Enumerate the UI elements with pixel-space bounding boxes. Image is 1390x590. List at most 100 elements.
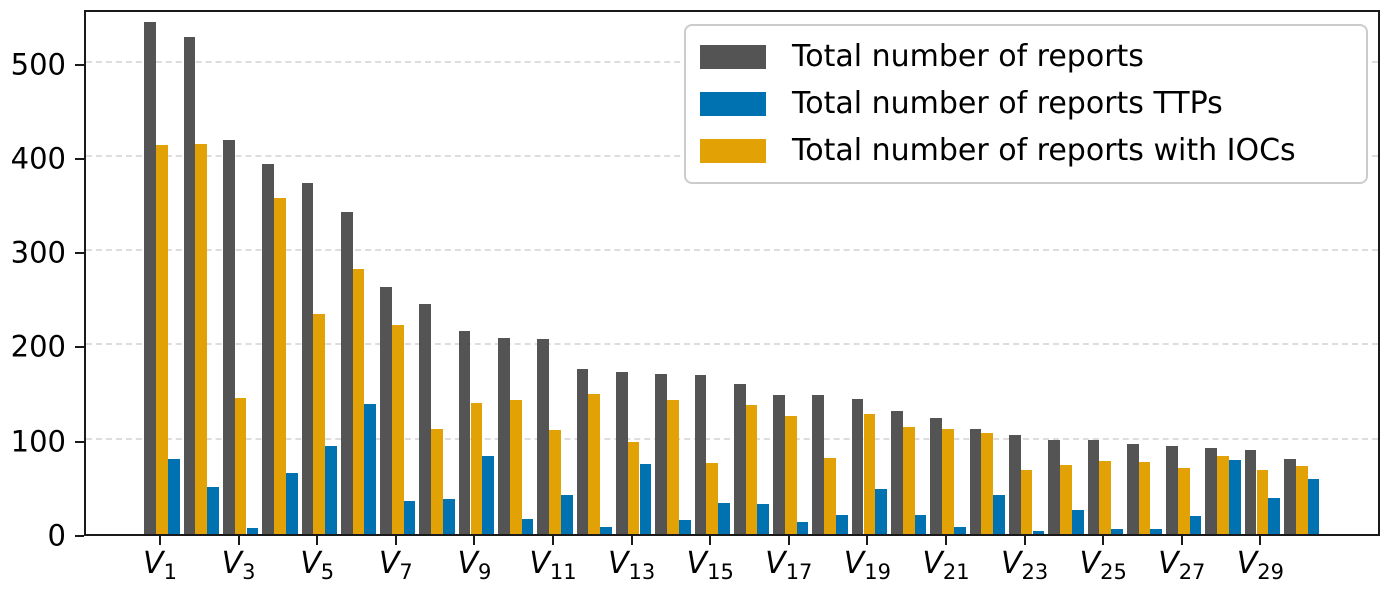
- bar-V_17-series0: [773, 394, 785, 534]
- bar-V_4-series0: [262, 163, 274, 534]
- bar-V_8-series2: [431, 429, 443, 534]
- bar-V_8-series0: [419, 304, 432, 534]
- x-tick-V_9: [473, 536, 476, 545]
- x-tick-label-V_1: V1: [143, 546, 177, 584]
- bar-V_4-series2: [274, 198, 286, 534]
- y-tick-label-500: 500: [10, 47, 66, 82]
- bar-V_17-series1: [796, 521, 809, 534]
- x-tick-V_17: [787, 536, 790, 545]
- legend-item-ttps: Total number of reports TTPs: [700, 85, 1352, 121]
- bar-V_11-series0: [537, 338, 550, 534]
- x-tick-V_7: [394, 536, 397, 545]
- bar-V_26-series1: [1150, 529, 1163, 534]
- x-tick-V_15: [709, 536, 712, 545]
- bar-V_30-series2: [1295, 466, 1308, 534]
- bar-V_3-series0: [222, 139, 235, 534]
- bar-V_27-series2: [1177, 468, 1190, 534]
- x-tick-label-V_9: V9: [457, 546, 492, 584]
- legend-swatch-iocs: [700, 138, 766, 163]
- bar-V_26-series2: [1138, 462, 1151, 534]
- x-tick-label-V_21: V21: [922, 546, 970, 584]
- bar-V_19-series2: [863, 414, 876, 534]
- bar-V_26-series0: [1126, 444, 1139, 534]
- x-tick-V_21: [945, 536, 947, 545]
- bar-V_13-series0: [615, 371, 628, 534]
- bar-V_14-series0: [655, 373, 667, 534]
- bar-V_19-series1: [875, 488, 888, 534]
- bar-V_27-series1: [1189, 516, 1202, 534]
- x-tick-V_5: [316, 536, 319, 545]
- bar-V_13-series1: [639, 464, 652, 534]
- bar-V_5-series1: [325, 446, 337, 534]
- y-tick-label-100: 100: [10, 424, 66, 459]
- x-tick-label-V_23: V23: [1000, 546, 1049, 584]
- x-tick-label-V_11: V11: [529, 546, 577, 584]
- bar-V_15-series0: [694, 374, 707, 534]
- bar-V_25-series0: [1087, 439, 1100, 534]
- x-tick-V_23: [1023, 536, 1026, 545]
- bar-V_8-series1: [443, 499, 455, 534]
- bar-V_28-series2: [1217, 455, 1229, 534]
- bar-V_5-series2: [313, 314, 326, 534]
- legend-label-ttps: Total number of reports TTPs: [792, 85, 1223, 121]
- bar-V_29-series2: [1256, 469, 1269, 534]
- bar-V_17-series2: [784, 416, 797, 534]
- bar-V_1-series0: [144, 22, 157, 534]
- bar-V_13-series2: [627, 441, 640, 534]
- bar-V_29-series0: [1244, 450, 1257, 534]
- y-tick-500: [75, 63, 84, 66]
- bar-V_12-series1: [600, 527, 612, 534]
- y-tick-label-200: 200: [10, 329, 66, 364]
- bar-V_14-series1: [678, 519, 691, 534]
- bar-V_18-series1: [836, 515, 848, 534]
- y-tick-300: [75, 252, 84, 255]
- bar-V_18-series0: [812, 395, 825, 534]
- bar-V_28-series0: [1205, 448, 1218, 534]
- y-tick-100: [75, 440, 84, 443]
- y-tick-400: [75, 157, 84, 160]
- bar-V_28-series1: [1229, 460, 1241, 534]
- bar-V_16-series1: [757, 503, 770, 534]
- bar-V_7-series0: [380, 287, 392, 534]
- legend-item-reports: Total number of reports: [700, 40, 1352, 74]
- bar-V_6-series0: [340, 211, 353, 534]
- legend-item-iocs: Total number of reports with IOCs: [700, 133, 1352, 168]
- bar-V_23-series2: [1020, 469, 1033, 534]
- bar-V_24-series0: [1048, 439, 1060, 534]
- bar-V_7-series1: [403, 501, 416, 534]
- bar-V_25-series1: [1111, 529, 1123, 534]
- bar-V_9-series1: [482, 455, 495, 534]
- x-tick-V_1: [159, 536, 161, 545]
- bar-V_22-series1: [993, 495, 1005, 534]
- x-tick-label-V_29: V29: [1236, 546, 1285, 584]
- bar-V_6-series2: [352, 269, 365, 534]
- x-tick-V_25: [1102, 536, 1105, 545]
- bar-V_20-series2: [902, 427, 915, 534]
- x-tick-V_19: [866, 536, 869, 545]
- bar-V_16-series2: [745, 404, 758, 534]
- x-tick-label-V_27: V27: [1158, 546, 1206, 584]
- bar-V_2-series1: [207, 486, 219, 534]
- bar-V_29-series1: [1268, 498, 1281, 534]
- x-tick-V_11: [552, 536, 554, 545]
- bar-V_12-series2: [588, 393, 601, 534]
- legend-label-reports: Total number of reports: [792, 39, 1144, 75]
- bar-V_19-series0: [851, 399, 864, 534]
- bar-V_3-series1: [246, 528, 259, 534]
- x-tick-V_27: [1180, 536, 1183, 545]
- bar-V_22-series0: [969, 429, 982, 534]
- bar-V_24-series1: [1071, 509, 1084, 534]
- x-tick-V_3: [237, 536, 240, 545]
- bar-V_9-series0: [458, 331, 471, 534]
- bar-V_21-series0: [930, 418, 943, 534]
- bar-V_1-series2: [156, 144, 168, 534]
- y-tick-0: [75, 535, 84, 537]
- bar-V_30-series0: [1284, 458, 1296, 534]
- bar-V_12-series0: [576, 369, 589, 534]
- bar-V_25-series2: [1099, 461, 1112, 534]
- legend-swatch-ttps: [700, 91, 766, 116]
- x-tick-label-V_7: V7: [378, 546, 413, 584]
- legend-swatch-reports: [700, 45, 766, 70]
- bar-V_3-series2: [234, 398, 247, 534]
- bar-V_10-series2: [509, 400, 522, 534]
